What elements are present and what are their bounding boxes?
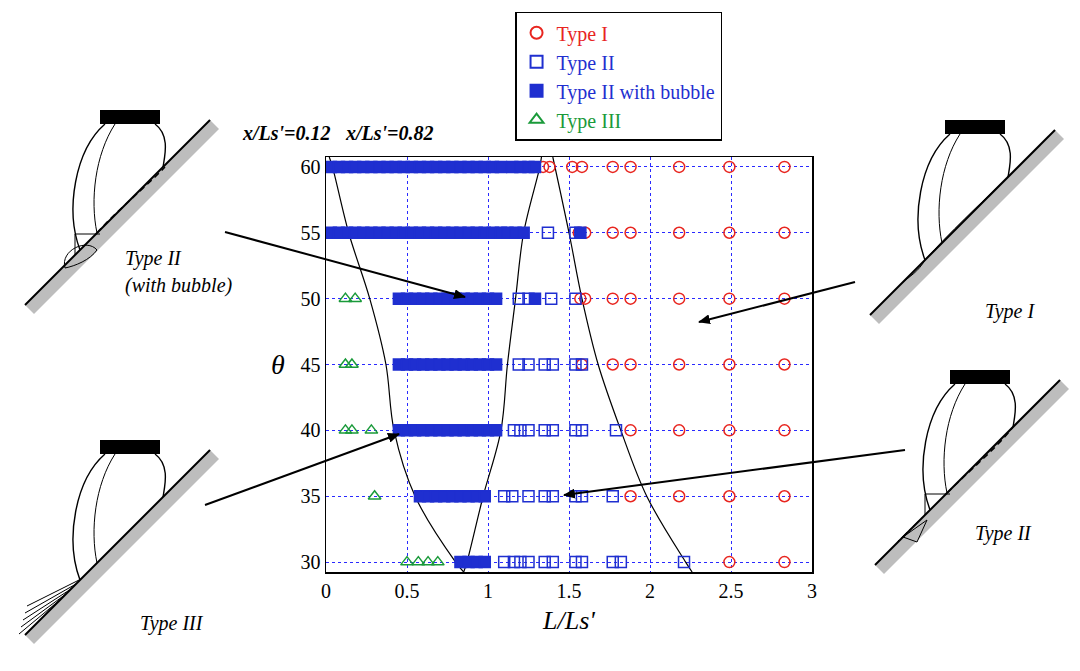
svg-text:Type II: Type II: [975, 522, 1032, 545]
svg-text:3: 3: [807, 580, 817, 602]
svg-text:(with bubble): (with bubble): [125, 274, 233, 297]
svg-text:Type II with bubble: Type II with bubble: [557, 81, 715, 104]
svg-text:45: 45: [301, 354, 321, 376]
svg-text:x/Ls'=0.12: x/Ls'=0.12: [242, 122, 331, 144]
svg-text:55: 55: [301, 222, 321, 244]
svg-text:x/Ls'=0.82: x/Ls'=0.82: [345, 122, 434, 144]
svg-text:θ: θ: [271, 349, 285, 380]
svg-text:2.5: 2.5: [719, 580, 744, 602]
svg-text:0: 0: [321, 580, 331, 602]
svg-text:Type I: Type I: [985, 300, 1035, 323]
svg-text:40: 40: [301, 419, 321, 441]
svg-text:50: 50: [301, 288, 321, 310]
svg-text:Type I: Type I: [557, 23, 608, 46]
svg-text:Type II: Type II: [125, 247, 182, 270]
svg-text:Type II: Type II: [557, 52, 615, 75]
svg-text:Type III: Type III: [140, 612, 204, 635]
svg-text:0.5: 0.5: [395, 580, 420, 602]
svg-text:30: 30: [301, 551, 321, 573]
svg-text:2: 2: [645, 580, 655, 602]
svg-text:1: 1: [483, 580, 493, 602]
svg-text:Type III: Type III: [557, 110, 622, 133]
svg-text:35: 35: [301, 485, 321, 507]
svg-text:L/Ls': L/Ls': [542, 606, 595, 635]
svg-text:1.5: 1.5: [557, 580, 582, 602]
svg-text:60: 60: [301, 156, 321, 178]
